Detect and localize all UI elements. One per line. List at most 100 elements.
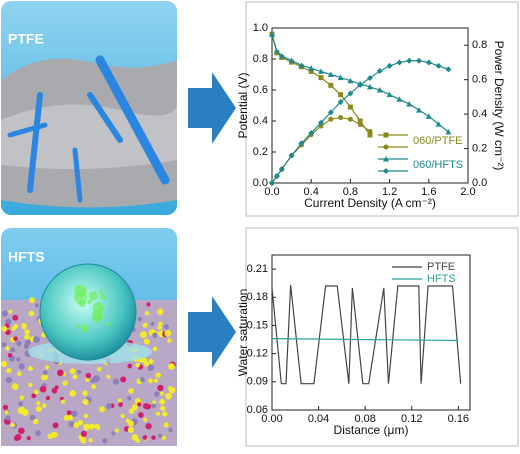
- molecule-atom: [44, 365, 50, 370]
- molecule-atom: [142, 403, 150, 410]
- marker: [269, 180, 275, 186]
- marker: [425, 113, 432, 119]
- molecule-atom: [163, 324, 170, 330]
- series-line: [271, 338, 459, 342]
- ptfe-rendering: PTFE: [1, 1, 178, 215]
- molecule-atom: [112, 378, 120, 385]
- molecule-atom: [160, 405, 166, 411]
- hfts-rendering: HFTS: [0, 228, 177, 446]
- y-tick-label: 0.18: [247, 291, 268, 303]
- marker: [347, 104, 353, 110]
- marker: [347, 116, 353, 122]
- molecule-atom: [1, 342, 7, 348]
- molecule-atom: [127, 420, 134, 427]
- molecule-atom: [36, 401, 41, 406]
- y-tick-label: 0.6: [253, 84, 268, 96]
- marker: [298, 62, 305, 68]
- molecule-atom: [111, 431, 116, 436]
- y-tick-label: 0.2: [253, 146, 268, 158]
- molecule-atom: [82, 390, 88, 396]
- molecule-atom: [72, 374, 78, 380]
- molecule-atom: [31, 393, 37, 399]
- molecule-atom: [16, 340, 22, 346]
- molecule-atom: [155, 411, 161, 416]
- droplet-texture: [106, 322, 111, 327]
- molecule-atom: [12, 314, 19, 321]
- molecule-atom: [80, 437, 87, 444]
- chart-frame: [245, 1, 519, 217]
- molecule-atom: [142, 435, 148, 440]
- marker: [416, 57, 422, 64]
- molecule-atom: [1, 325, 8, 332]
- molecule-atom: [158, 321, 163, 327]
- molecule-atom: [0, 360, 8, 368]
- marker: [318, 119, 324, 126]
- molecule-atom: [85, 372, 92, 379]
- molecule-atom: [159, 391, 164, 396]
- molecule-atom: [147, 364, 155, 372]
- x-tick-label: 0.16: [448, 413, 469, 425]
- marker: [308, 68, 314, 74]
- droplet-texture: [78, 300, 86, 308]
- molecule-atom: [165, 392, 172, 400]
- molecule-atom: [162, 411, 168, 417]
- marker: [376, 68, 383, 75]
- molecule-atom: [18, 427, 25, 435]
- molecule-atom: [28, 382, 33, 388]
- arrow: [188, 72, 236, 144]
- y-tick-label: 0.15: [247, 319, 268, 331]
- x-axis-label: Current Density (A cm⁻²): [304, 196, 436, 210]
- molecule-atom: [66, 410, 72, 416]
- molecule-atom: [11, 326, 16, 331]
- y2-tick-label: 0.6: [472, 74, 487, 86]
- molecule-atom: [117, 398, 122, 403]
- chart-frame: [245, 227, 519, 447]
- marker: [357, 121, 363, 127]
- marker: [278, 166, 285, 173]
- molecule-atom: [137, 402, 142, 407]
- marker: [376, 87, 383, 93]
- molecule-atom: [159, 398, 166, 405]
- molecule-atom: [39, 385, 47, 393]
- marker: [386, 62, 393, 69]
- molecule-atom: [16, 357, 21, 362]
- molecule-atom: [34, 303, 40, 308]
- marker: [269, 31, 275, 37]
- y2-tick-label: 0.0: [472, 177, 487, 189]
- molecule-atom: [5, 346, 10, 351]
- marker: [308, 65, 315, 71]
- marker: [298, 140, 305, 147]
- molecule-atom: [18, 401, 24, 407]
- x-tick-label: 0.4: [304, 186, 319, 198]
- y2-tick-label: 0.4: [472, 108, 487, 120]
- molecule-atom: [4, 410, 9, 415]
- molecule-atom: [128, 408, 135, 414]
- legend-marker: [383, 144, 389, 150]
- panel-label: HFTS: [8, 249, 45, 265]
- marker: [367, 132, 373, 138]
- arrow: [188, 296, 236, 368]
- molecule-atom: [156, 373, 162, 378]
- marker: [318, 68, 324, 74]
- molecule-atom: [11, 383, 19, 390]
- marker: [273, 173, 280, 180]
- molecule-atom: [21, 324, 27, 330]
- molecule-atom: [19, 406, 26, 413]
- molecule-atom: [15, 433, 22, 441]
- x-tick-label: 0.8: [343, 186, 358, 198]
- legend-marker: [383, 132, 389, 138]
- molecule-atom: [5, 415, 11, 421]
- molecule-atom: [158, 433, 163, 439]
- x-tick-label: 0.00: [261, 413, 282, 425]
- molecule-atom: [157, 325, 163, 330]
- droplet-texture: [92, 309, 103, 321]
- marker: [338, 115, 344, 121]
- plot-area: [271, 254, 471, 411]
- droplet-texture: [74, 284, 87, 297]
- y-tick-label: 0.0: [253, 177, 268, 189]
- marker: [278, 52, 285, 59]
- molecule-atom: [68, 421, 75, 428]
- molecule-atom: [97, 366, 102, 372]
- plot-area: [271, 27, 469, 184]
